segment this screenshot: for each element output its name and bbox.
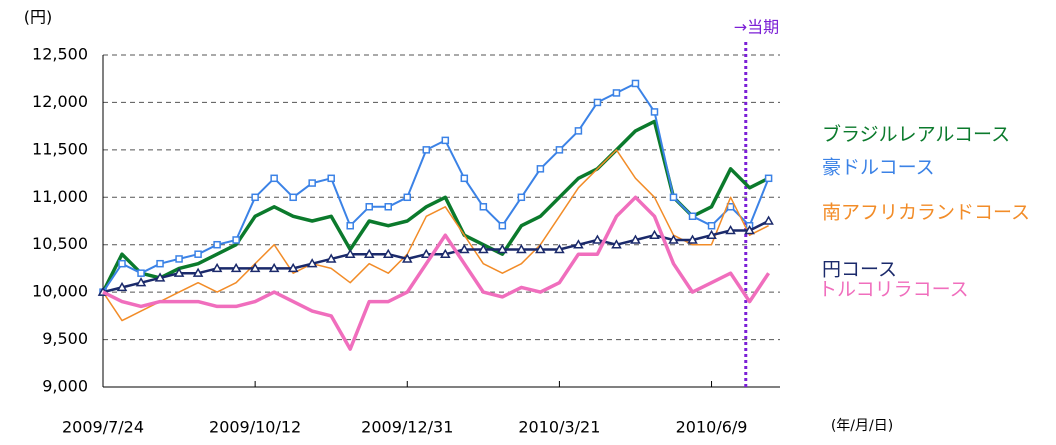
marker	[344, 248, 356, 258]
y-tick-label: 11,000	[32, 187, 88, 206]
marker	[289, 193, 297, 202]
legend-label: 円コース	[822, 259, 897, 281]
x-axis-label: (年/月/日)	[831, 418, 893, 434]
marker	[630, 234, 641, 244]
y-tick-label: 12,000	[32, 92, 88, 111]
marker	[497, 243, 508, 254]
marker	[536, 165, 545, 173]
marker	[156, 259, 164, 268]
marker	[574, 127, 583, 135]
marker	[232, 236, 240, 244]
marker	[706, 229, 717, 239]
y-tick-label: 10,000	[32, 282, 88, 301]
y-tick-label: 12,500	[32, 45, 88, 64]
marker	[270, 174, 278, 183]
x-tick-label: 2010/6/9	[676, 418, 748, 437]
marker	[669, 193, 678, 202]
marker	[725, 224, 736, 235]
marker	[137, 269, 145, 277]
marker	[192, 267, 204, 277]
y-tick-label: 9,000	[42, 377, 88, 396]
marker	[516, 243, 527, 254]
series-line	[102, 195, 771, 351]
marker	[441, 136, 450, 145]
marker	[173, 267, 185, 277]
marker	[687, 234, 698, 244]
marker	[593, 98, 602, 107]
marker	[249, 262, 261, 273]
marker	[116, 281, 128, 292]
marker	[346, 221, 354, 230]
x-tick-label: 2009/10/12	[209, 418, 301, 437]
marker	[478, 243, 489, 254]
marker	[763, 215, 774, 225]
marker	[573, 239, 584, 249]
marker	[325, 253, 337, 263]
marker	[251, 193, 259, 202]
marker	[194, 250, 202, 258]
marker	[118, 259, 126, 268]
marker	[401, 253, 413, 263]
marker	[611, 239, 622, 249]
marker	[612, 89, 621, 97]
legend-label: ブラジルレアルコース	[822, 123, 1010, 146]
y-tick-label: 9,500	[42, 329, 88, 348]
marker	[306, 258, 318, 268]
marker	[726, 203, 735, 211]
legend-label: 豪ドルコース	[822, 157, 935, 179]
marker	[668, 234, 679, 244]
marker	[650, 108, 659, 116]
marker	[382, 248, 394, 258]
marker	[211, 262, 223, 273]
marker	[498, 221, 507, 230]
marker	[213, 240, 221, 249]
marker	[287, 262, 299, 273]
marker	[649, 229, 660, 239]
marker	[688, 212, 697, 221]
y-tick-label: 10,500	[32, 234, 88, 253]
marker	[440, 248, 451, 258]
marker	[384, 203, 393, 211]
x-tick-label: 2010/3/21	[518, 418, 600, 437]
marker	[327, 174, 335, 183]
marker	[154, 272, 166, 282]
marker	[363, 248, 375, 258]
marker	[764, 174, 773, 183]
series-line	[102, 149, 769, 322]
marker	[554, 243, 565, 254]
series-line	[101, 119, 770, 293]
marker	[707, 221, 716, 230]
y-axis-label: (円)	[24, 8, 53, 27]
x-tick-label: 2009/12/31	[361, 418, 453, 437]
marker	[403, 193, 412, 202]
marker	[422, 146, 431, 154]
marker	[459, 243, 470, 254]
marker	[268, 262, 280, 273]
marker	[744, 224, 755, 235]
marker	[460, 174, 469, 183]
marker	[175, 255, 183, 263]
marker	[135, 277, 147, 287]
marker	[555, 146, 564, 154]
legend-label: トルコリラコース	[818, 279, 969, 301]
y-tick-label: 11,500	[32, 139, 88, 158]
marker	[308, 179, 316, 187]
marker	[365, 203, 373, 211]
marker	[631, 79, 640, 88]
legend-label: 南アフリカランドコース	[822, 202, 1030, 224]
x-tick-label: 2009/7/24	[62, 418, 144, 437]
marker	[517, 193, 526, 202]
marker	[592, 234, 603, 244]
marker	[230, 262, 242, 273]
period-label: →当期	[734, 18, 779, 37]
marker	[535, 243, 546, 254]
marker	[420, 248, 432, 258]
marker	[479, 203, 488, 211]
